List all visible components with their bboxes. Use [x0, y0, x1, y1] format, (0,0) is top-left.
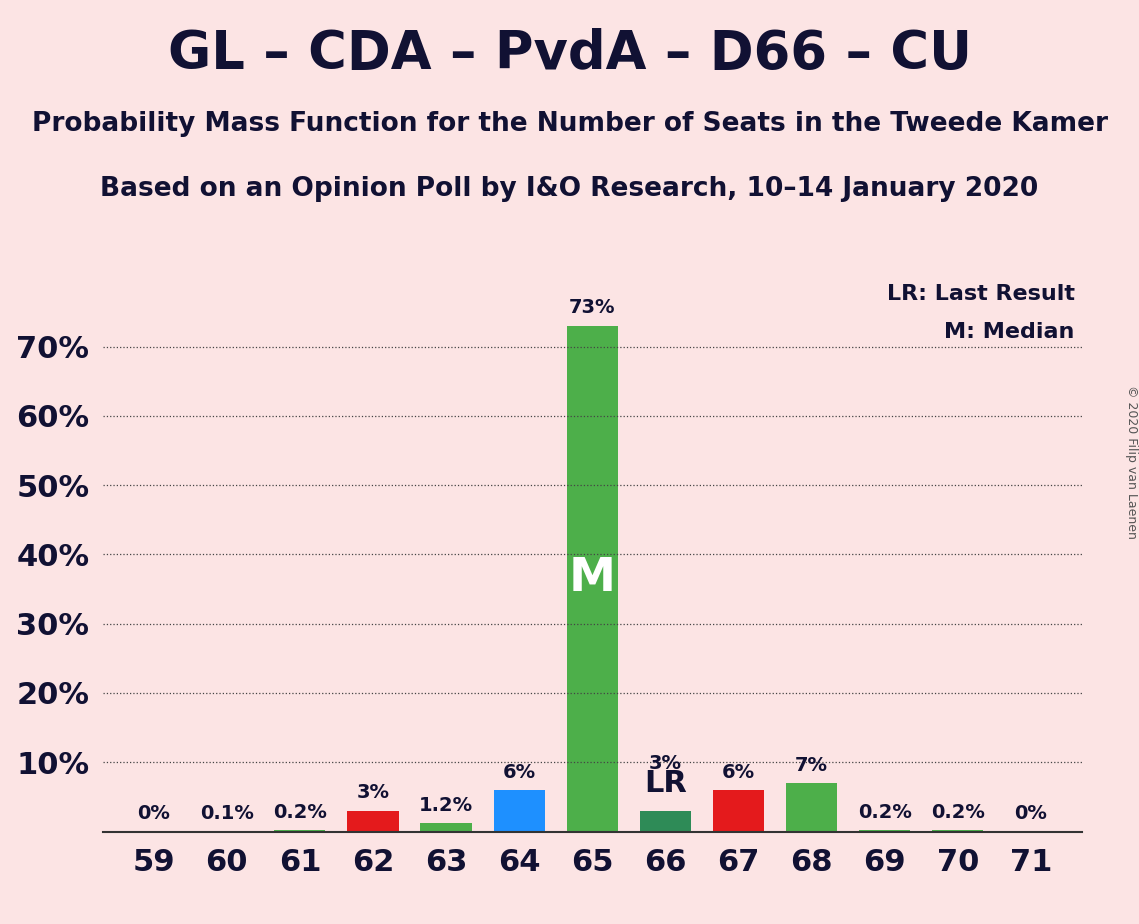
Bar	[786, 784, 837, 832]
Text: 0.2%: 0.2%	[858, 803, 911, 822]
Bar	[640, 811, 691, 832]
Text: 73%: 73%	[570, 298, 615, 318]
Text: © 2020 Filip van Laenen: © 2020 Filip van Laenen	[1124, 385, 1138, 539]
Text: Based on an Opinion Poll by I&O Research, 10–14 January 2020: Based on an Opinion Poll by I&O Research…	[100, 176, 1039, 201]
Text: 0.2%: 0.2%	[273, 803, 327, 822]
Text: 1.2%: 1.2%	[419, 796, 473, 815]
Text: Probability Mass Function for the Number of Seats in the Tweede Kamer: Probability Mass Function for the Number…	[32, 111, 1107, 137]
Bar	[274, 830, 326, 832]
Text: 0%: 0%	[137, 804, 170, 823]
Bar	[420, 823, 472, 832]
Bar	[347, 811, 399, 832]
Bar	[493, 790, 544, 832]
Text: LR: Last Result: LR: Last Result	[887, 285, 1075, 304]
Text: M: Median: M: Median	[944, 322, 1075, 342]
Text: 3%: 3%	[649, 754, 682, 772]
Text: 0.2%: 0.2%	[931, 803, 985, 822]
Bar	[567, 326, 617, 832]
Text: 7%: 7%	[795, 756, 828, 774]
Bar	[932, 830, 983, 832]
Bar	[859, 830, 910, 832]
Text: GL – CDA – PvdA – D66 – CU: GL – CDA – PvdA – D66 – CU	[167, 28, 972, 79]
Text: M: M	[568, 556, 616, 602]
Bar	[713, 790, 764, 832]
Text: 0%: 0%	[1015, 804, 1048, 823]
Text: 6%: 6%	[502, 762, 535, 782]
Text: 6%: 6%	[722, 762, 755, 782]
Text: LR: LR	[644, 770, 687, 798]
Text: 0.1%: 0.1%	[199, 804, 254, 822]
Text: 3%: 3%	[357, 784, 390, 802]
